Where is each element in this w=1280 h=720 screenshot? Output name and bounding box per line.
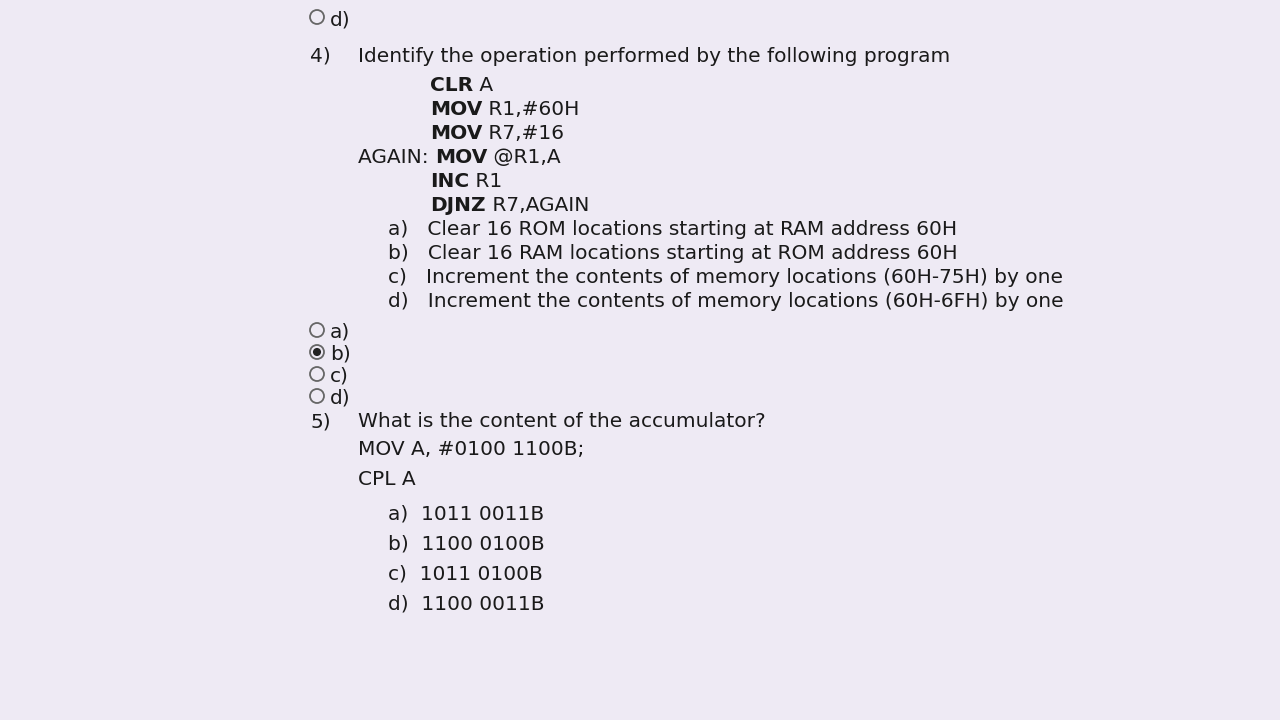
Circle shape bbox=[310, 323, 324, 337]
Circle shape bbox=[312, 348, 321, 356]
Text: R7,AGAIN: R7,AGAIN bbox=[485, 196, 589, 215]
Text: INC: INC bbox=[430, 172, 470, 191]
Text: Identify the operation performed by the following program: Identify the operation performed by the … bbox=[358, 47, 950, 66]
Text: MOV: MOV bbox=[430, 100, 483, 119]
Circle shape bbox=[310, 345, 324, 359]
Text: c)  1011 0100B: c) 1011 0100B bbox=[388, 565, 543, 584]
Text: @R1,A: @R1,A bbox=[488, 148, 561, 167]
Circle shape bbox=[310, 10, 324, 24]
Text: MOV: MOV bbox=[435, 148, 488, 167]
Circle shape bbox=[310, 367, 324, 381]
Text: 5): 5) bbox=[310, 412, 330, 431]
Text: b)   Clear 16 RAM locations starting at ROM address 60H: b) Clear 16 RAM locations starting at RO… bbox=[388, 244, 957, 263]
Text: MOV: MOV bbox=[430, 124, 483, 143]
Text: d)   Increment the contents of memory locations (60H-6FH) by one: d) Increment the contents of memory loca… bbox=[388, 292, 1064, 311]
Circle shape bbox=[310, 389, 324, 403]
Text: AGAIN:: AGAIN: bbox=[358, 148, 435, 167]
Text: a)  1011 0011B: a) 1011 0011B bbox=[388, 505, 544, 524]
Text: b)  1100 0100B: b) 1100 0100B bbox=[388, 535, 544, 554]
Text: 4): 4) bbox=[310, 47, 330, 66]
Text: d): d) bbox=[330, 10, 351, 29]
Text: CLR: CLR bbox=[430, 76, 474, 95]
Text: b): b) bbox=[330, 345, 351, 364]
Text: c)   Increment the contents of memory locations (60H-75H) by one: c) Increment the contents of memory loca… bbox=[388, 268, 1062, 287]
Text: c): c) bbox=[330, 367, 349, 386]
Text: A: A bbox=[474, 76, 493, 95]
Text: R1: R1 bbox=[470, 172, 502, 191]
Text: a)   Clear 16 ROM locations starting at RAM address 60H: a) Clear 16 ROM locations starting at RA… bbox=[388, 220, 957, 239]
Text: What is the content of the accumulator?: What is the content of the accumulator? bbox=[358, 412, 765, 431]
Text: DJNZ: DJNZ bbox=[430, 196, 485, 215]
Text: a): a) bbox=[330, 323, 351, 342]
Text: d): d) bbox=[330, 389, 351, 408]
Text: MOV A, #0100 1100B;: MOV A, #0100 1100B; bbox=[358, 440, 585, 459]
Text: R7,#16: R7,#16 bbox=[483, 124, 564, 143]
Text: d)  1100 0011B: d) 1100 0011B bbox=[388, 595, 544, 614]
Text: R1,#60H: R1,#60H bbox=[483, 100, 580, 119]
Text: CPL A: CPL A bbox=[358, 470, 416, 489]
